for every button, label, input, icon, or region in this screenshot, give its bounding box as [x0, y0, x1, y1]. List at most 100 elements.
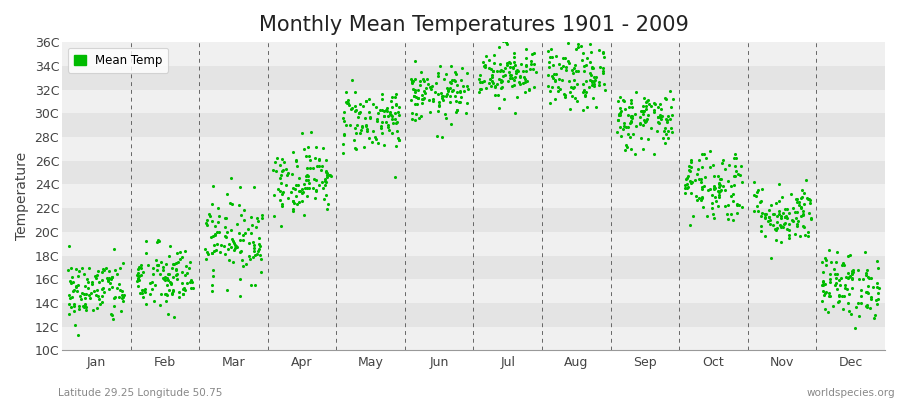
Point [577, 62, 591, 69]
Point [548, 78, 562, 84]
Point [71, 273, 86, 279]
Point [514, 61, 528, 67]
Point [821, 308, 835, 315]
Point [591, 47, 606, 53]
Point [563, 89, 578, 95]
Point [842, 290, 856, 297]
Point [82, 292, 96, 298]
Point [374, 119, 389, 125]
Point [518, 46, 533, 52]
Point [562, 106, 577, 112]
Point [103, 280, 117, 286]
Point [624, 117, 638, 124]
Point [482, 65, 497, 71]
Point [803, 197, 817, 204]
Point [842, 308, 857, 314]
Point [150, 237, 165, 244]
Point [308, 155, 322, 161]
Point [311, 156, 326, 162]
Point [154, 291, 168, 297]
Point [633, 114, 647, 120]
Point [698, 174, 712, 181]
Point [665, 129, 680, 135]
Point [684, 159, 698, 165]
Point [613, 94, 627, 100]
Point [665, 96, 680, 102]
Point [86, 280, 100, 287]
Point [553, 76, 567, 82]
Point [508, 74, 523, 80]
Point [789, 222, 804, 229]
Point [793, 233, 807, 240]
Point [796, 208, 811, 214]
Point [707, 214, 722, 221]
Point [795, 187, 809, 193]
Point [250, 250, 265, 257]
Point [659, 96, 673, 102]
Point [725, 190, 740, 197]
Point [797, 231, 812, 238]
Point [371, 140, 385, 146]
Point [356, 144, 371, 151]
Point [774, 239, 788, 246]
Point [234, 212, 248, 218]
Point [274, 156, 289, 162]
Point [387, 110, 401, 117]
Point [221, 257, 236, 264]
Point [660, 119, 674, 125]
Point [703, 186, 717, 192]
Point [724, 193, 738, 199]
Point [769, 227, 783, 233]
Point [89, 292, 104, 298]
Point [559, 67, 573, 74]
Point [724, 211, 738, 218]
Point [359, 122, 374, 128]
Point [558, 92, 572, 98]
Point [524, 58, 538, 64]
Point [285, 185, 300, 191]
Point [227, 240, 241, 246]
Point [639, 118, 653, 124]
Point [614, 108, 628, 114]
Point [104, 284, 119, 290]
Point [171, 294, 185, 300]
Point [90, 268, 104, 274]
Point [494, 79, 508, 85]
Point [571, 40, 585, 47]
Point [249, 224, 264, 230]
Point [621, 112, 635, 118]
Point [657, 127, 671, 134]
Point [828, 271, 842, 277]
Point [863, 296, 878, 302]
Point [270, 155, 284, 161]
Point [149, 239, 164, 245]
Point [244, 282, 258, 288]
Point [449, 108, 464, 115]
Point [104, 276, 118, 282]
Point [543, 88, 557, 94]
Point [160, 275, 175, 281]
Point [210, 240, 224, 247]
Point [519, 55, 534, 61]
Point [679, 185, 693, 192]
Point [103, 275, 117, 282]
Point [60, 266, 75, 273]
Point [130, 272, 145, 278]
Point [375, 130, 390, 136]
Point [446, 87, 460, 94]
Point [205, 250, 220, 256]
Point [561, 40, 575, 47]
Point [199, 256, 213, 262]
Point [776, 224, 790, 230]
Point [846, 269, 860, 276]
Point [520, 78, 535, 84]
Point [510, 67, 525, 74]
Point [596, 65, 610, 71]
Point [382, 126, 396, 133]
Point [294, 186, 309, 192]
Point [416, 96, 430, 102]
Point [389, 91, 403, 98]
Point [753, 198, 768, 204]
Point [758, 211, 772, 217]
Point [635, 103, 650, 110]
